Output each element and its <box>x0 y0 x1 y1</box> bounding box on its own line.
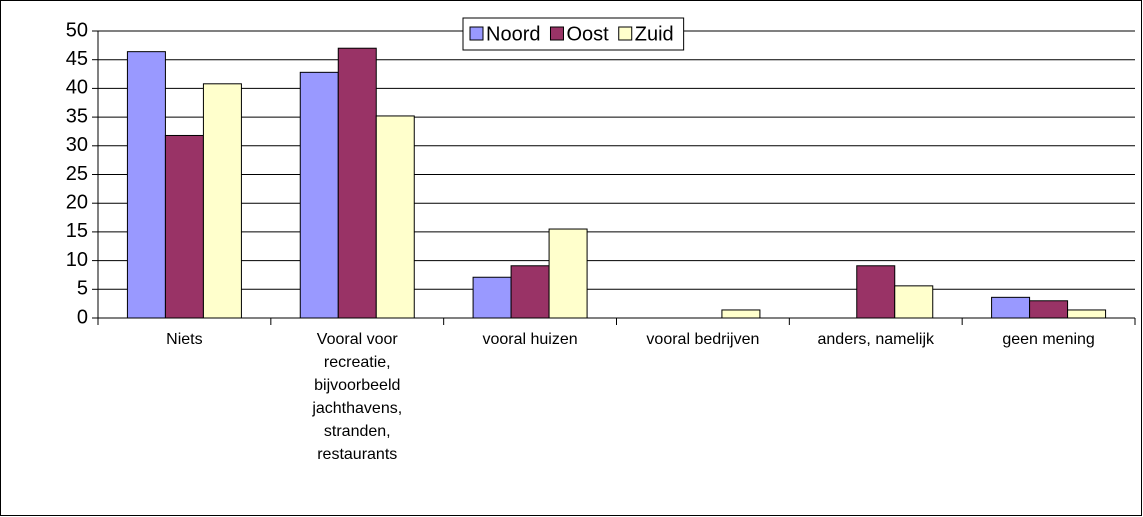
y-tick-label: 20 <box>66 191 88 213</box>
bar <box>126 51 166 319</box>
bar <box>991 296 1031 319</box>
y-tick-label: 10 <box>66 249 88 271</box>
bar <box>164 134 204 319</box>
bar <box>856 265 896 319</box>
x-tick-label: vooral bedrijven <box>646 331 760 348</box>
bar <box>1029 300 1069 319</box>
bar <box>894 285 934 319</box>
y-tick-label: 25 <box>66 163 88 185</box>
x-tick-label: vooral huizen <box>482 331 578 348</box>
y-tick-label: 45 <box>66 48 88 70</box>
bar <box>1067 309 1107 319</box>
y-tick-label: 0 <box>77 306 88 328</box>
y-tick-label: 15 <box>66 220 88 242</box>
legend-swatch <box>469 26 484 41</box>
bar <box>337 47 377 319</box>
bar <box>375 115 415 319</box>
legend-label: Oost <box>566 23 609 45</box>
legend-swatch <box>549 26 564 41</box>
x-tick-label: Niets <box>166 331 203 348</box>
bar <box>299 71 339 319</box>
legend-swatch <box>618 26 633 41</box>
y-tick-label: 35 <box>66 105 88 127</box>
x-tick-label: geen mening <box>1002 331 1095 348</box>
bar <box>202 83 242 319</box>
x-tick-label: Vooral voor recreatie, bijvoorbeeld jach… <box>312 331 403 463</box>
legend-box <box>462 17 685 51</box>
bar <box>510 265 550 319</box>
bar <box>472 276 512 319</box>
bar <box>548 228 588 319</box>
y-tick-label: 50 <box>66 19 88 41</box>
y-tick-label: 30 <box>66 134 88 156</box>
x-tick-label: anders, namelijk <box>817 331 935 348</box>
legend-label: Zuid <box>635 23 674 45</box>
bar <box>721 309 761 319</box>
y-tick-label: 40 <box>66 77 88 99</box>
legend-label: Noord <box>486 23 540 45</box>
y-tick-label: 5 <box>77 278 88 300</box>
